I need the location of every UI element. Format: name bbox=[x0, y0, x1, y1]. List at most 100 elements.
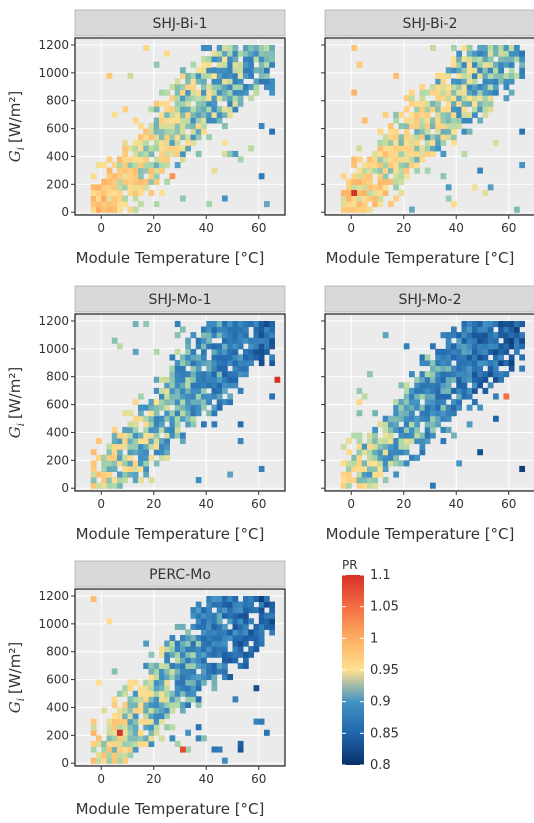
heat-cell bbox=[466, 354, 473, 361]
heat-cell bbox=[243, 662, 249, 669]
heat-cell-outlier bbox=[503, 393, 510, 400]
heat-cell bbox=[148, 674, 155, 681]
heat-cell bbox=[398, 432, 405, 439]
heat-cell bbox=[508, 61, 515, 68]
heat-cell bbox=[169, 651, 176, 658]
heat-cell bbox=[232, 612, 239, 619]
heat-cell bbox=[237, 640, 244, 647]
heat-cell bbox=[169, 95, 176, 102]
heat-cell bbox=[258, 601, 265, 608]
heat-cell bbox=[356, 460, 363, 467]
heat-cell bbox=[393, 173, 399, 180]
heat-cell bbox=[382, 426, 389, 433]
heat-cell bbox=[430, 145, 436, 152]
heat-cell bbox=[227, 67, 233, 74]
heat-cell bbox=[180, 707, 186, 714]
heat-cell bbox=[477, 376, 483, 383]
heat-cell bbox=[367, 162, 373, 169]
heat-cell bbox=[185, 354, 191, 361]
heat-cell bbox=[132, 729, 139, 736]
heat-cell bbox=[143, 690, 149, 697]
heat-cell bbox=[377, 201, 384, 208]
heat-cell bbox=[195, 410, 202, 417]
panel-title: PERC-Mo bbox=[149, 567, 211, 583]
heat-cell bbox=[414, 167, 420, 174]
heat-cell bbox=[190, 415, 197, 422]
heat-cell bbox=[138, 201, 144, 208]
heat-cell bbox=[451, 61, 457, 68]
heat-cell bbox=[253, 595, 260, 603]
heat-cell bbox=[122, 713, 128, 720]
heat-cell bbox=[451, 117, 457, 124]
heat-cell bbox=[393, 134, 399, 141]
heat-cell bbox=[477, 354, 483, 361]
heat-cell bbox=[195, 376, 202, 383]
heat-cell bbox=[482, 89, 489, 96]
heat-cell bbox=[190, 404, 197, 411]
heat-cell bbox=[190, 332, 197, 339]
heat-cell bbox=[195, 404, 202, 411]
heat-cell bbox=[482, 67, 489, 74]
heat-cell bbox=[445, 415, 452, 422]
heat-cell bbox=[477, 371, 483, 378]
heat-cell bbox=[519, 56, 525, 63]
heat-cell bbox=[435, 387, 441, 394]
heat-cell bbox=[477, 83, 483, 91]
heat-cell bbox=[153, 438, 160, 445]
heat-cell bbox=[153, 685, 160, 692]
heat-cell bbox=[143, 685, 149, 692]
heat-cell bbox=[117, 724, 123, 731]
heat-cell bbox=[195, 117, 202, 124]
heat-cell bbox=[403, 426, 410, 433]
heat-cell bbox=[122, 106, 128, 113]
heat-cell bbox=[180, 634, 186, 642]
heat-cell bbox=[159, 387, 165, 394]
heat-cell bbox=[148, 134, 155, 141]
heat-cell bbox=[445, 100, 452, 107]
heat-cell bbox=[122, 690, 128, 697]
heat-cell bbox=[419, 156, 426, 163]
heat-cell bbox=[232, 354, 239, 361]
heat-cell bbox=[514, 72, 520, 79]
heat-cell bbox=[503, 326, 510, 333]
heat-cell bbox=[253, 343, 260, 350]
heat-cell bbox=[101, 477, 107, 484]
x-tick-label: 0 bbox=[97, 221, 105, 235]
heat-cell bbox=[445, 184, 452, 191]
heat-cell bbox=[451, 376, 457, 383]
heat-cell bbox=[185, 679, 191, 686]
heat-cell bbox=[153, 376, 160, 383]
panel-border bbox=[74, 588, 286, 767]
heat-cell bbox=[356, 206, 363, 213]
heat-cell bbox=[424, 359, 431, 367]
heat-cell bbox=[466, 376, 473, 383]
heat-cell bbox=[148, 173, 155, 180]
heat-cell bbox=[440, 426, 447, 433]
heat-cell bbox=[253, 332, 260, 339]
heat-cell bbox=[164, 696, 170, 703]
heat-cell bbox=[180, 359, 186, 367]
heat-cell bbox=[393, 399, 399, 406]
heat-cell bbox=[122, 201, 128, 208]
heat-cell bbox=[111, 184, 118, 191]
heat-cell bbox=[361, 173, 368, 180]
heat-cell bbox=[508, 337, 515, 344]
heat-cell bbox=[169, 376, 176, 383]
heat-cell bbox=[472, 376, 478, 383]
heat-cell bbox=[232, 646, 239, 653]
heat-cell bbox=[216, 668, 223, 675]
heat-cell bbox=[216, 83, 223, 91]
heat-cell bbox=[138, 432, 144, 439]
heat-cell bbox=[206, 646, 212, 653]
heat-cell bbox=[435, 359, 441, 367]
heat-cell bbox=[456, 117, 462, 124]
heat-cell bbox=[148, 438, 155, 445]
heat-cell bbox=[482, 359, 489, 367]
heat-cell bbox=[174, 83, 181, 91]
x-axis-label: Module Temperature [°C] bbox=[76, 249, 265, 267]
heat-cell bbox=[445, 95, 452, 102]
heat-cell bbox=[195, 95, 202, 102]
heat-cell bbox=[508, 332, 515, 339]
heat-cell bbox=[466, 404, 473, 411]
